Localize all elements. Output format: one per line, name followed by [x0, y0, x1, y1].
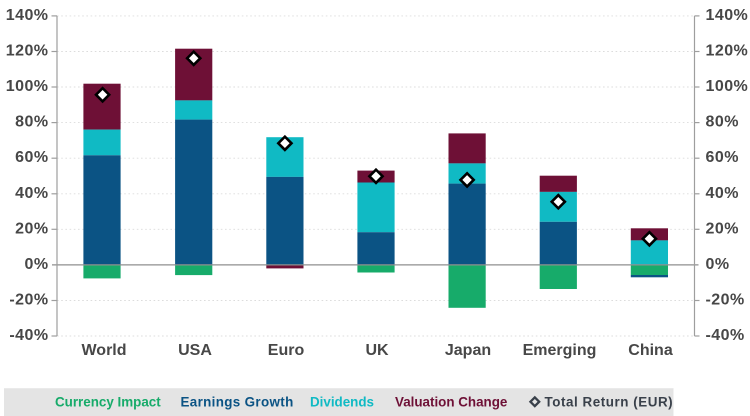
svg-text:120%: 120% [706, 43, 749, 60]
svg-text:Euro: Euro [268, 342, 305, 359]
svg-text:Emerging: Emerging [523, 342, 597, 359]
svg-text:100%: 100% [706, 78, 749, 95]
svg-text:140%: 140% [6, 7, 49, 24]
svg-text:Earnings Growth: Earnings Growth [181, 395, 294, 410]
svg-text:-40%: -40% [706, 327, 745, 344]
svg-text:-40%: -40% [9, 327, 48, 344]
svg-text:0%: 0% [706, 256, 730, 273]
svg-text:100%: 100% [6, 78, 49, 95]
svg-text:UK: UK [365, 342, 389, 359]
svg-text:20%: 20% [706, 220, 739, 237]
svg-text:USA: USA [178, 342, 212, 359]
svg-text:80%: 80% [15, 114, 48, 131]
svg-text:Japan: Japan [445, 342, 491, 359]
svg-text:Valuation Change: Valuation Change [395, 395, 507, 410]
svg-text:40%: 40% [15, 185, 48, 202]
svg-text:-20%: -20% [706, 292, 745, 309]
svg-text:China: China [628, 342, 673, 359]
svg-text:Dividends: Dividends [310, 395, 374, 410]
svg-text:Total Return (EUR): Total Return (EUR) [545, 395, 674, 410]
svg-text:40%: 40% [706, 185, 739, 202]
svg-text:0%: 0% [24, 256, 48, 273]
svg-text:60%: 60% [706, 149, 739, 166]
svg-text:120%: 120% [6, 43, 49, 60]
svg-text:Currency Impact: Currency Impact [55, 395, 161, 410]
svg-text:60%: 60% [15, 149, 48, 166]
svg-text:-20%: -20% [9, 292, 48, 309]
svg-text:20%: 20% [15, 220, 48, 237]
svg-text:140%: 140% [706, 7, 749, 24]
svg-text:80%: 80% [706, 114, 739, 131]
svg-text:World: World [81, 342, 126, 359]
